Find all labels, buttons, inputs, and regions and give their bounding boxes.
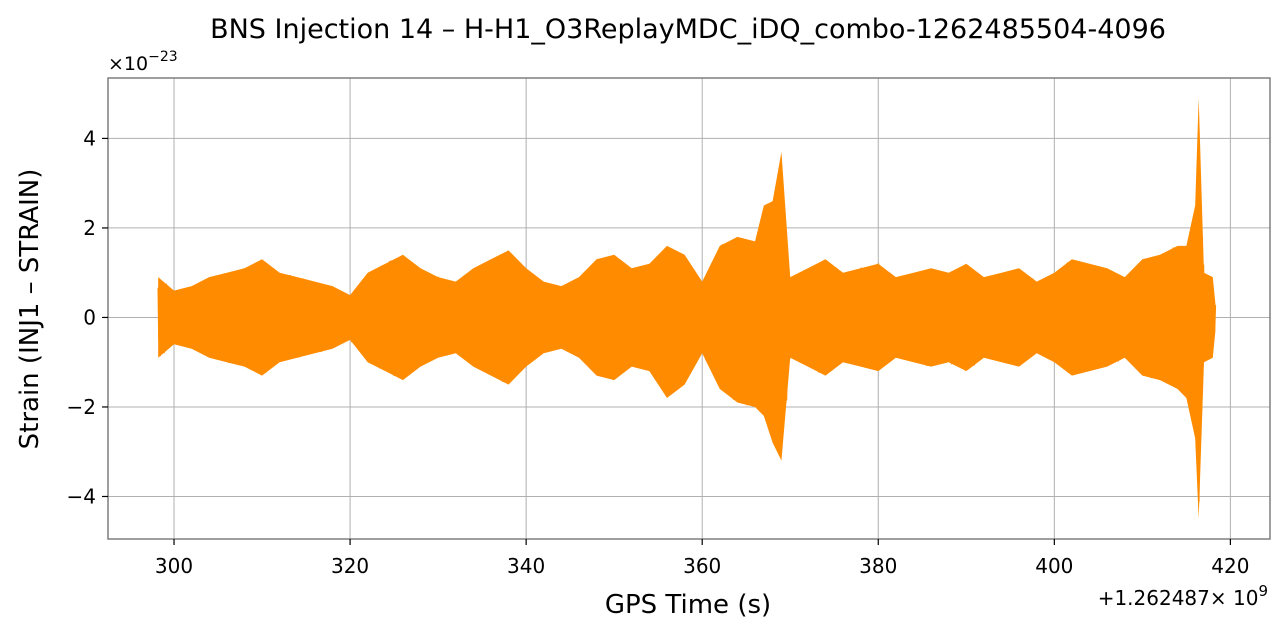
series-line	[157, 154, 1217, 503]
x-offset-exponent: 9	[1258, 582, 1268, 600]
y-tick-label: −4	[67, 484, 96, 508]
y-scale-exponent: −23	[148, 49, 178, 65]
x-tick-label: 420	[1211, 554, 1249, 578]
y-tick-label: −2	[67, 395, 96, 419]
y-tick-label: 2	[83, 216, 96, 240]
x-offset-label: +1.262487× 109	[1098, 582, 1268, 610]
plot-frame	[107, 77, 1271, 540]
trace-layer	[157, 98, 1217, 519]
y-tick-label: 4	[83, 126, 96, 150]
y-tick-label: 0	[83, 305, 96, 329]
y-scale-label: ×10−23	[108, 49, 178, 75]
x-tick-label: 320	[331, 554, 369, 578]
x-tick-label: 380	[859, 554, 897, 578]
x-tick-label: 360	[683, 554, 721, 578]
x-axis-label: GPS Time (s)	[605, 590, 771, 620]
x-tick-label: 300	[155, 554, 193, 578]
chart-title: BNS Injection 14 – H-H1_O3ReplayMDC_iDQ_…	[210, 14, 1166, 45]
x-offset-base: × 10	[1210, 586, 1259, 610]
y-axis-label: Strain (INJ1 – STRAIN)	[15, 169, 45, 450]
x-tick-label: 400	[1035, 554, 1073, 578]
ticks: 300 320 340 360 380 400 420 −4 −2 0 2 4	[67, 126, 1250, 578]
x-offset-value: +1.262487	[1098, 586, 1210, 610]
x-tick-label: 340	[507, 554, 545, 578]
y-scale-base: ×10	[108, 53, 148, 75]
